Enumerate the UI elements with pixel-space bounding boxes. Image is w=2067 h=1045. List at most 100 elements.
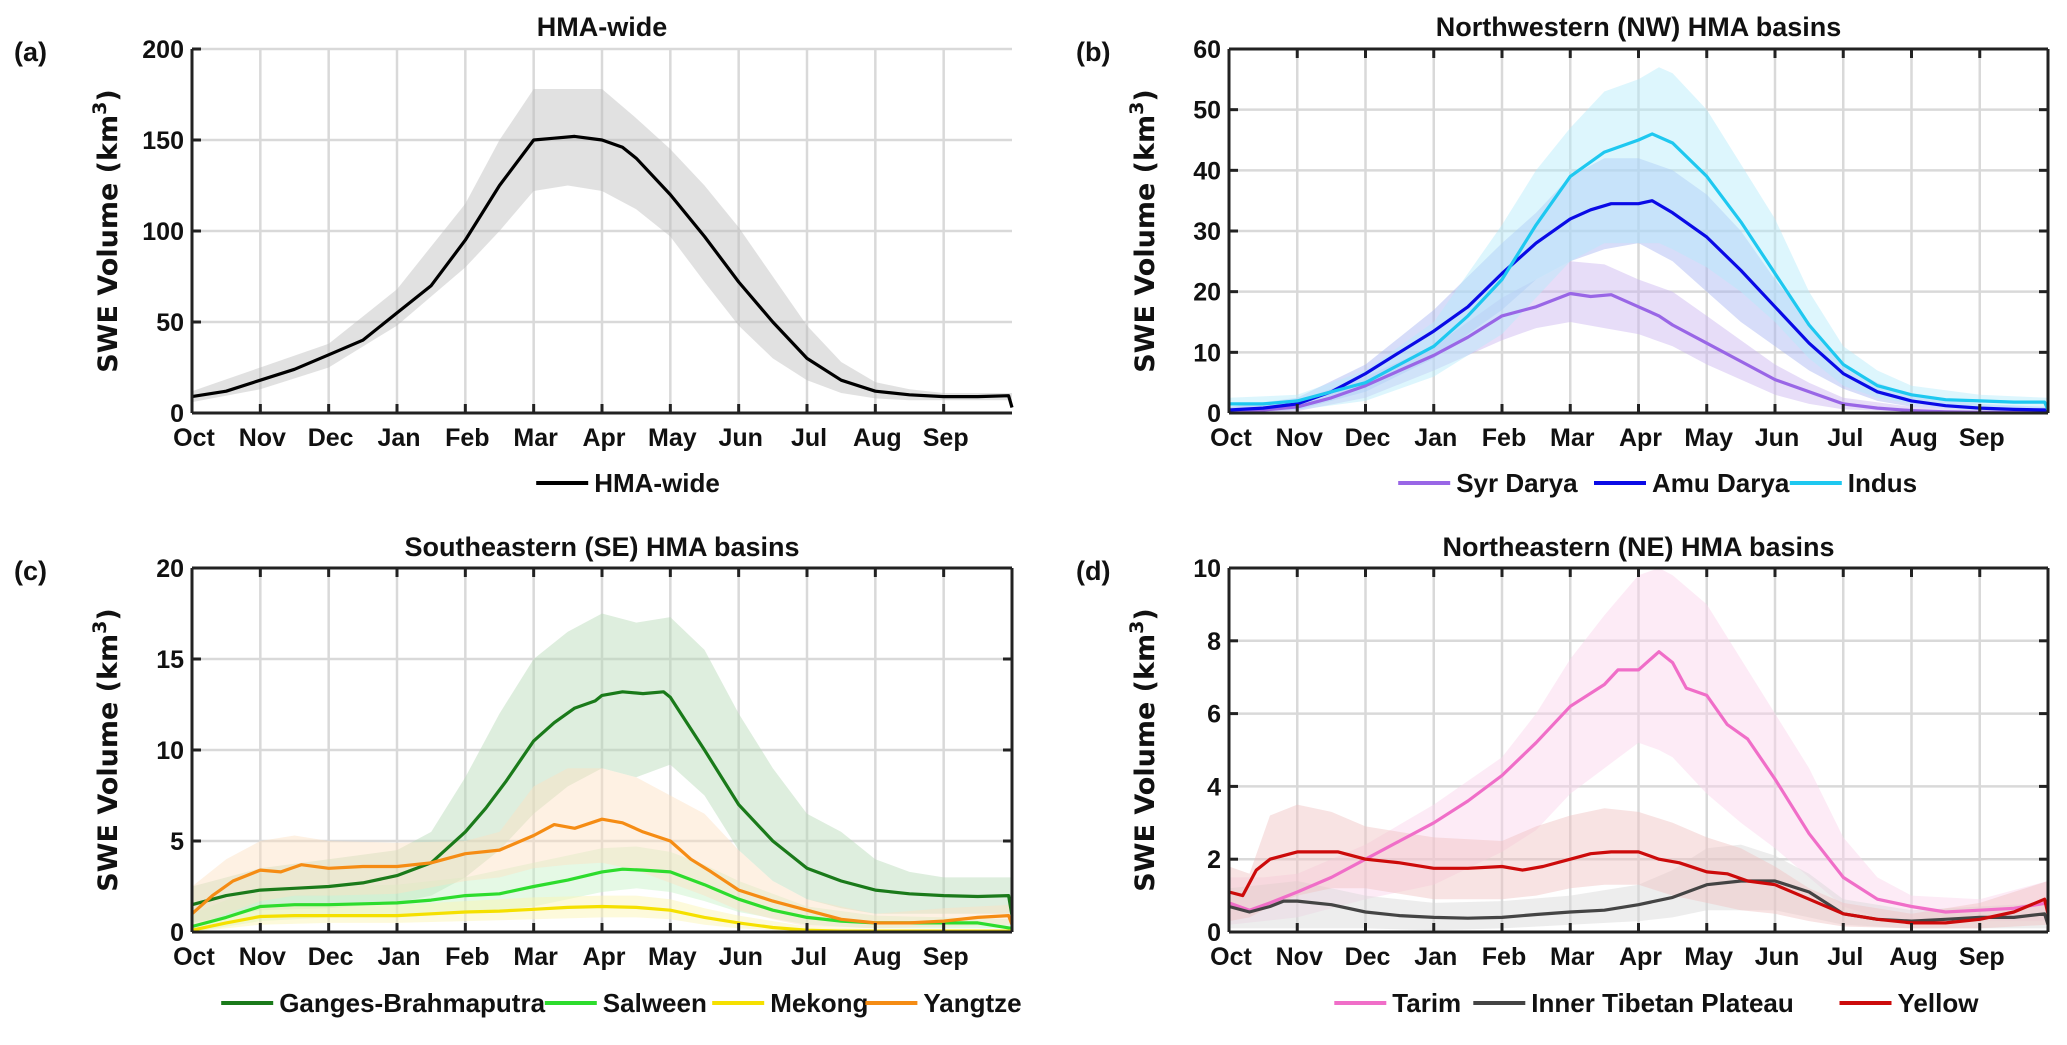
y-axis-label: SWE Volume (km3)	[1126, 89, 1161, 372]
band-yangtze	[192, 768, 1012, 929]
legend-label: Indus	[1848, 468, 1917, 498]
x-tick-label: Jan	[1414, 424, 1457, 452]
y-tick-label: 4	[1207, 773, 1221, 801]
x-tick-label: Feb	[445, 424, 489, 452]
x-tick-label: Nov	[239, 943, 286, 971]
axes: 0 2 4 6 8 10 Oct Nov Dec Jan Feb Mar Apr May Jun Jul Aug…	[1193, 555, 2050, 971]
y-tick-label: 8	[1207, 628, 1221, 656]
y-axis-label: SWE Volume (km3)	[89, 89, 124, 372]
legend: Tarim Inner Tibetan Plateau Yellow	[1334, 988, 1979, 1018]
legend-item: Yangtze	[865, 988, 1022, 1018]
x-tick-label: Apr	[582, 943, 625, 971]
legend-item: HMA-wide	[536, 468, 720, 498]
x-tick-label: Jan	[377, 424, 420, 452]
x-tick-label: Sep	[1959, 943, 2005, 971]
legend-label: Amu Darya	[1652, 468, 1790, 498]
legend-item: Amu Darya	[1594, 468, 1790, 498]
x-tick-label: Jul	[791, 424, 827, 452]
y-tick-label: 6	[1207, 701, 1221, 729]
panel-d: 0 2 4 6 8 10 Oct Nov Dec Jan Feb Mar Apr May Jun Jul Aug…	[1076, 532, 2050, 1018]
y-tick-label: 10	[156, 737, 184, 765]
legend-item: Tarim	[1334, 988, 1461, 1018]
legend-label: Ganges-Brahmaputra	[279, 988, 545, 1018]
legend-item: Ganges-Brahmaputra	[221, 988, 546, 1018]
x-tick-label: Oct	[173, 424, 215, 452]
series-line-inner-tibetan-plateau	[1228, 879, 2050, 926]
y-tick-label: 40	[1193, 157, 1221, 185]
y-tick-label: 0	[1207, 919, 1221, 947]
panel-a: 0 50 100 150 200 Oct Nov Dec Jan Feb Mar Apr May Jun J…	[14, 12, 1014, 498]
x-tick-label: Aug	[1889, 943, 1938, 971]
y-tick-label: 5	[170, 828, 184, 856]
band-mekong	[192, 895, 1012, 932]
legend-label: Yangtze	[923, 988, 1021, 1018]
series-line-yellow	[1228, 850, 2050, 925]
x-tick-label: Sep	[923, 424, 969, 452]
x-tick-label: Aug	[853, 943, 902, 971]
x-tick-label: Aug	[1889, 424, 1938, 452]
y-tick-label: 50	[156, 309, 184, 337]
x-tick-label: May	[1684, 943, 1733, 971]
y-tick-label: 15	[156, 646, 184, 674]
y-tick-label: 2	[1207, 846, 1221, 874]
x-tick-label: Sep	[923, 943, 969, 971]
x-tick-label: Oct	[1210, 424, 1252, 452]
x-tick-label: Mar	[513, 943, 558, 971]
legend-label: Salween	[603, 988, 707, 1018]
legend-item: Inner Tibetan Plateau	[1473, 988, 1794, 1018]
legend-label: Yellow	[1898, 988, 1980, 1018]
panel-label: (d)	[1076, 556, 1110, 586]
series-line-tarim	[1228, 650, 2049, 914]
x-tick-label: Dec	[308, 943, 354, 971]
panel-title: Northeastern (NE) HMA basins	[1442, 532, 1834, 562]
panel-label: (a)	[14, 37, 47, 67]
y-tick-label: 0	[170, 400, 184, 428]
x-tick-label: Feb	[1482, 424, 1526, 452]
x-tick-label: Apr	[582, 424, 625, 452]
x-tick-label: Aug	[853, 424, 902, 452]
panel-c: 0 5 10 15 20 Oct Nov Dec Jan Feb Mar Apr May Jun Jul Au…	[14, 532, 1022, 1018]
x-tick-label: Feb	[1482, 943, 1526, 971]
y-tick-label: 100	[142, 218, 184, 246]
y-tick-label: 150	[142, 127, 184, 155]
series-line-indus	[1229, 132, 2050, 411]
legend-item: Salween	[544, 988, 707, 1018]
panel-title: Northwestern (NW) HMA basins	[1436, 12, 1842, 42]
x-tick-label: Jan	[377, 943, 420, 971]
band-indus	[1229, 67, 2048, 410]
band-tarim	[1229, 568, 2048, 925]
y-tick-label: 30	[1193, 218, 1221, 246]
x-tick-label: Jun	[718, 943, 762, 971]
axes: 0 10 20 30 40 50 60 Oct Nov Dec Jan Feb Mar Apr May Jun…	[1193, 36, 2050, 452]
x-tick-label: Jul	[791, 943, 827, 971]
grid	[1229, 47, 2048, 413]
x-tick-label: Oct	[173, 943, 215, 971]
x-tick-label: Mar	[513, 424, 558, 452]
legend-item: Yellow	[1839, 988, 1980, 1018]
x-tick-label: Jan	[1414, 943, 1457, 971]
x-tick-label: Jul	[1827, 424, 1863, 452]
y-tick-label: 0	[1207, 400, 1221, 428]
band-ganges-brahmaputra	[192, 613, 1012, 923]
x-tick-label: May	[648, 943, 697, 971]
x-tick-label: May	[648, 424, 697, 452]
band-yellow	[1229, 804, 2048, 929]
y-tick-label: 10	[1193, 555, 1221, 583]
x-tick-label: Oct	[1210, 943, 1252, 971]
x-tick-label: Jun	[1755, 943, 1799, 971]
x-tick-label: Jun	[718, 424, 762, 452]
legend-label: Mekong	[770, 988, 868, 1018]
y-tick-label: 20	[156, 555, 184, 583]
panel-label: (c)	[14, 556, 47, 586]
x-tick-label: Nov	[239, 424, 286, 452]
x-tick-label: Dec	[1345, 424, 1391, 452]
legend: Ganges-Brahmaputra Salween Mekong Yangtze	[221, 988, 1022, 1018]
x-tick-label: Mar	[1550, 943, 1595, 971]
series-line-hma-wide	[191, 134, 1014, 408]
band-inner-tibetan-plateau	[1229, 844, 2048, 931]
x-tick-label: Mar	[1550, 424, 1595, 452]
legend-item: Mekong	[712, 988, 868, 1018]
axes: 0 50 100 150 200 Oct Nov Dec Jan Feb Mar Apr May Jun J…	[142, 36, 1012, 452]
x-tick-label: Apr	[1619, 424, 1662, 452]
